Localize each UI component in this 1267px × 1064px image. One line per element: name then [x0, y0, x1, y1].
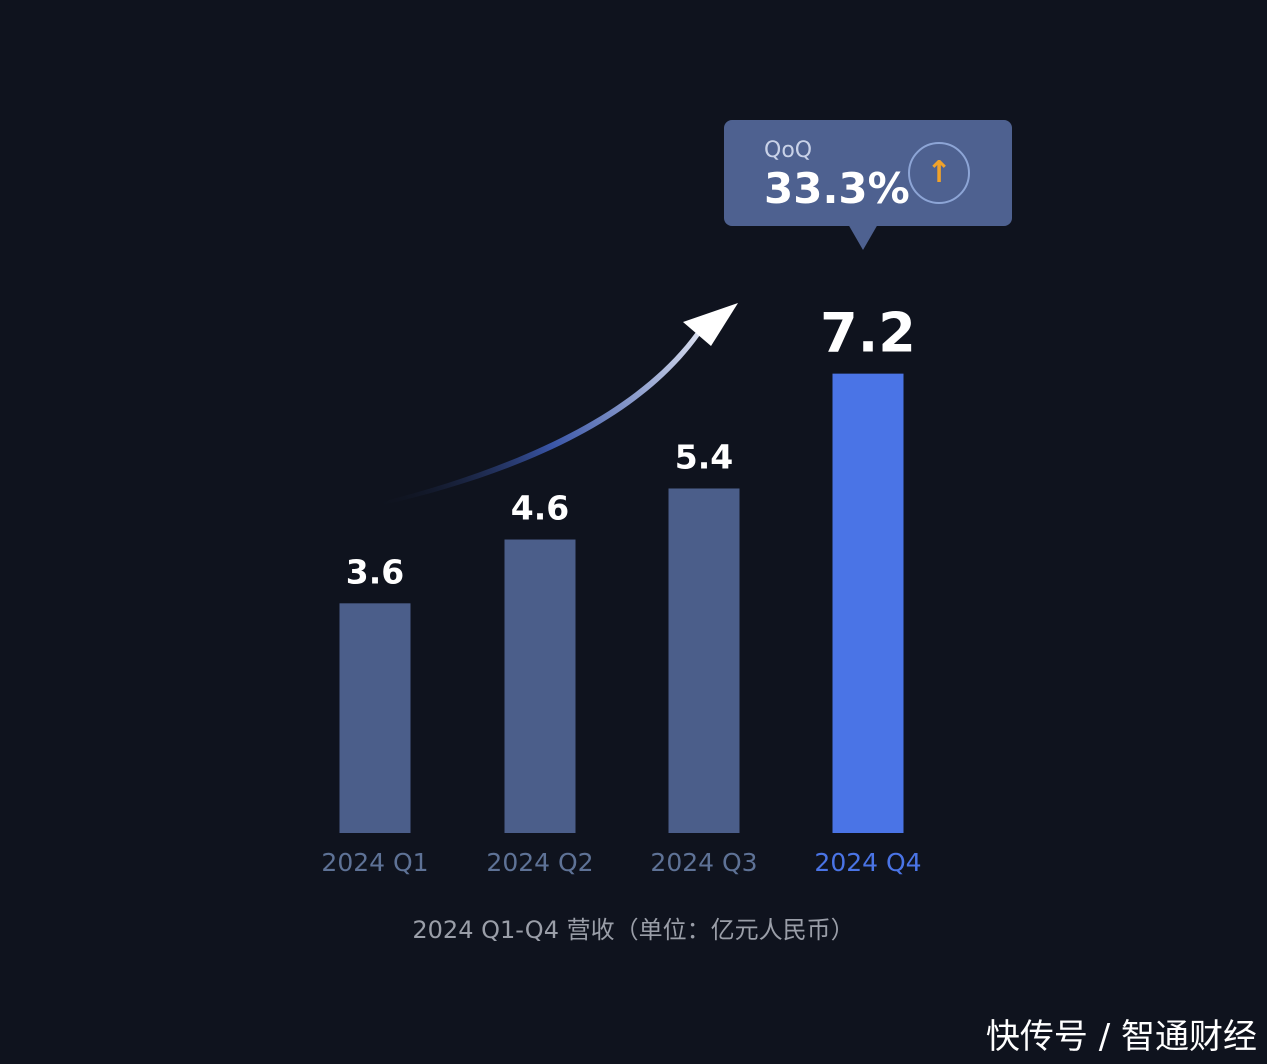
trend-arrow-head — [683, 303, 738, 346]
bar-2 — [504, 539, 576, 833]
chart-caption: 2024 Q1-Q4 营收（单位：亿元人民币） — [412, 916, 855, 944]
qoq-value: 33.3% — [764, 164, 910, 213]
qoq-callout: QoQ 33.3% ↑ — [724, 120, 1012, 226]
watermark: 快传号 / 智通财经 — [985, 1017, 1257, 1057]
value-labels: 3.6 4.6 5.4 7.2 — [346, 302, 916, 592]
x-tick-label-2: 2024 Q2 — [486, 848, 593, 877]
x-axis-ticks: 2024 Q1 2024 Q2 2024 Q3 2024 Q4 — [321, 848, 921, 877]
x-tick-label-1: 2024 Q1 — [321, 848, 428, 877]
arrow-up-icon: ↑ — [908, 142, 970, 204]
x-tick-label-4: 2024 Q4 — [814, 848, 921, 877]
callout-pointer — [848, 224, 878, 250]
bar-3 — [668, 488, 740, 833]
bar-4 — [832, 373, 904, 833]
trend-arrow — [370, 303, 738, 508]
x-tick-label-3: 2024 Q3 — [650, 848, 757, 877]
value-label-4: 7.2 — [820, 302, 916, 365]
bar-1 — [339, 603, 411, 833]
qoq-label: QoQ — [764, 138, 813, 163]
value-label-2: 4.6 — [511, 489, 569, 528]
bars — [339, 373, 904, 833]
value-label-1: 3.6 — [346, 552, 404, 591]
value-label-3: 5.4 — [675, 437, 733, 476]
trend-arrow-shaft — [370, 332, 700, 508]
